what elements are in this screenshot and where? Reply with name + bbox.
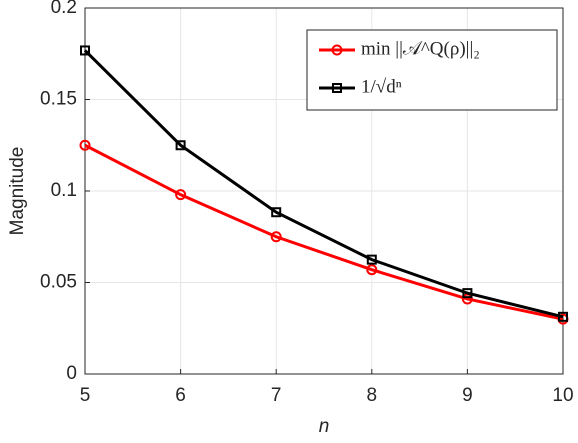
series-line [84,143,564,321]
y-tick-label: 0.1 [51,180,77,201]
marker [558,311,568,322]
marker [462,288,473,299]
plot-frame [84,7,564,375]
x-axis-label: n [319,416,330,437]
y-axis-label: Magnitude [7,147,28,236]
x-tick-label: 5 [80,385,91,406]
x-tick-label: 10 [552,385,573,406]
legend-marker [331,44,343,56]
legend-label: min ||𝒜^Q(ρ)||₂ [361,38,480,59]
marker [175,140,186,151]
legend-box [306,29,558,111]
marker [175,189,187,201]
x-tick-label: 8 [367,385,378,406]
marker [366,254,377,265]
x-tick-label: 7 [271,385,282,406]
legend-marker [332,83,342,93]
x-tick-label: 6 [175,385,186,406]
marker [80,45,90,56]
marker [270,231,282,243]
legend-label: 1/√dⁿ [361,76,402,97]
marker [271,207,282,218]
marker [366,264,378,276]
y-tick-label: 0.05 [40,272,77,293]
y-tick-label: 0.2 [51,0,77,18]
series-line [83,49,564,319]
y-tick-label: 0 [66,363,77,384]
marker [79,139,91,151]
x-tick-label: 9 [462,385,473,406]
y-tick-label: 0.15 [40,89,77,110]
